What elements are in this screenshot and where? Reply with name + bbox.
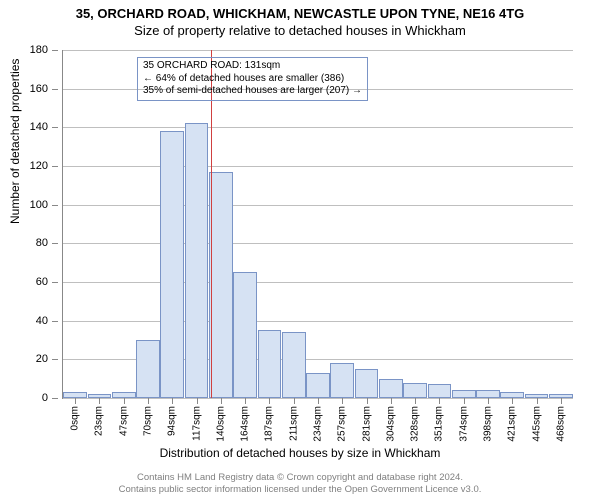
x-tick (318, 398, 319, 404)
gridline-h (63, 205, 573, 206)
gridline-h (63, 282, 573, 283)
x-tick-label: 468sqm (555, 406, 566, 442)
y-tick (52, 50, 58, 51)
y-tick (52, 243, 58, 244)
x-tick-label: 94sqm (167, 406, 178, 436)
bar (452, 390, 476, 398)
bar (355, 369, 379, 398)
x-tick (367, 398, 368, 404)
footer: Contains HM Land Registry data © Crown c… (0, 472, 600, 496)
x-tick-label: 304sqm (385, 406, 396, 442)
gridline-h (63, 50, 573, 51)
gridline-h (63, 321, 573, 322)
y-tick (52, 89, 58, 90)
y-axis-title: Number of detached properties (8, 59, 22, 224)
x-tick-label: 234sqm (313, 406, 324, 442)
bar (403, 383, 427, 398)
y-tick (52, 127, 58, 128)
bar (185, 123, 209, 398)
x-tick (512, 398, 513, 404)
reference-line (211, 50, 212, 398)
x-tick-label: 398sqm (483, 406, 494, 442)
x-tick-label: 281sqm (361, 406, 372, 442)
x-axis-title: Distribution of detached houses by size … (0, 446, 600, 460)
y-tick (52, 398, 58, 399)
gridline-h (63, 127, 573, 128)
x-tick-label: 23sqm (94, 406, 105, 436)
x-tick-label: 374sqm (458, 406, 469, 442)
y-tick-label: 60 (36, 276, 48, 288)
annotation-line: 35% of semi-detached houses are larger (… (143, 85, 362, 98)
x-tick (124, 398, 125, 404)
x-tick (294, 398, 295, 404)
x-tick-label: 445sqm (531, 406, 542, 442)
y-tick (52, 359, 58, 360)
annotation-line: ← 64% of detached houses are smaller (38… (143, 73, 362, 86)
x-tick (99, 398, 100, 404)
title-sub: Size of property relative to detached ho… (0, 21, 600, 38)
x-tick (342, 398, 343, 404)
x-tick (391, 398, 392, 404)
x-tick-label: 421sqm (507, 406, 518, 442)
bar (330, 363, 354, 398)
x-tick (148, 398, 149, 404)
x-tick (561, 398, 562, 404)
title-main: 35, ORCHARD ROAD, WHICKHAM, NEWCASTLE UP… (0, 0, 600, 21)
x-tick-label: 70sqm (143, 406, 154, 436)
bar (306, 373, 330, 398)
bar (233, 272, 257, 398)
x-tick (221, 398, 222, 404)
y-tick (52, 282, 58, 283)
bar (379, 379, 403, 398)
x-tick-label: 0sqm (70, 406, 81, 430)
annotation-box: 35 ORCHARD ROAD: 131sqm← 64% of detached… (137, 57, 368, 101)
x-tick (269, 398, 270, 404)
x-tick-label: 211sqm (288, 406, 299, 441)
plot-area: 0sqm23sqm47sqm70sqm94sqm117sqm140sqm164s… (62, 50, 572, 398)
y-tick (52, 321, 58, 322)
y-tick (52, 166, 58, 167)
y-tick-label: 100 (30, 199, 48, 211)
x-tick (197, 398, 198, 404)
bar (209, 172, 233, 398)
bar (160, 131, 184, 398)
x-tick (439, 398, 440, 404)
x-tick (488, 398, 489, 404)
x-tick (464, 398, 465, 404)
bar (476, 390, 500, 398)
y-tick-label: 140 (30, 121, 48, 133)
y-tick-label: 160 (30, 83, 48, 95)
x-tick (537, 398, 538, 404)
x-tick-label: 140sqm (215, 406, 226, 442)
y-tick-label: 80 (36, 237, 48, 249)
bar (136, 340, 160, 398)
x-tick-label: 328sqm (410, 406, 421, 442)
footer-line1: Contains HM Land Registry data © Crown c… (137, 472, 463, 483)
bar (258, 330, 282, 398)
x-tick-label: 257sqm (337, 406, 348, 442)
gridline-h (63, 243, 573, 244)
footer-line2: Contains public sector information licen… (119, 484, 482, 495)
x-tick-label: 47sqm (118, 406, 129, 436)
x-tick (75, 398, 76, 404)
y-tick-label: 0 (42, 392, 48, 404)
y-tick-label: 120 (30, 160, 48, 172)
gridline-h (63, 166, 573, 167)
y-tick-label: 20 (36, 353, 48, 365)
x-tick (415, 398, 416, 404)
x-tick-label: 117sqm (191, 406, 202, 441)
y-tick-label: 40 (36, 315, 48, 327)
y-tick-label: 180 (30, 44, 48, 56)
x-tick-label: 351sqm (434, 406, 445, 442)
y-tick (52, 205, 58, 206)
annotation-line: 35 ORCHARD ROAD: 131sqm (143, 60, 362, 73)
x-tick (172, 398, 173, 404)
x-tick (245, 398, 246, 404)
bar (428, 384, 452, 398)
x-tick-label: 187sqm (264, 406, 275, 442)
x-tick-label: 164sqm (240, 406, 251, 442)
bar (282, 332, 306, 398)
